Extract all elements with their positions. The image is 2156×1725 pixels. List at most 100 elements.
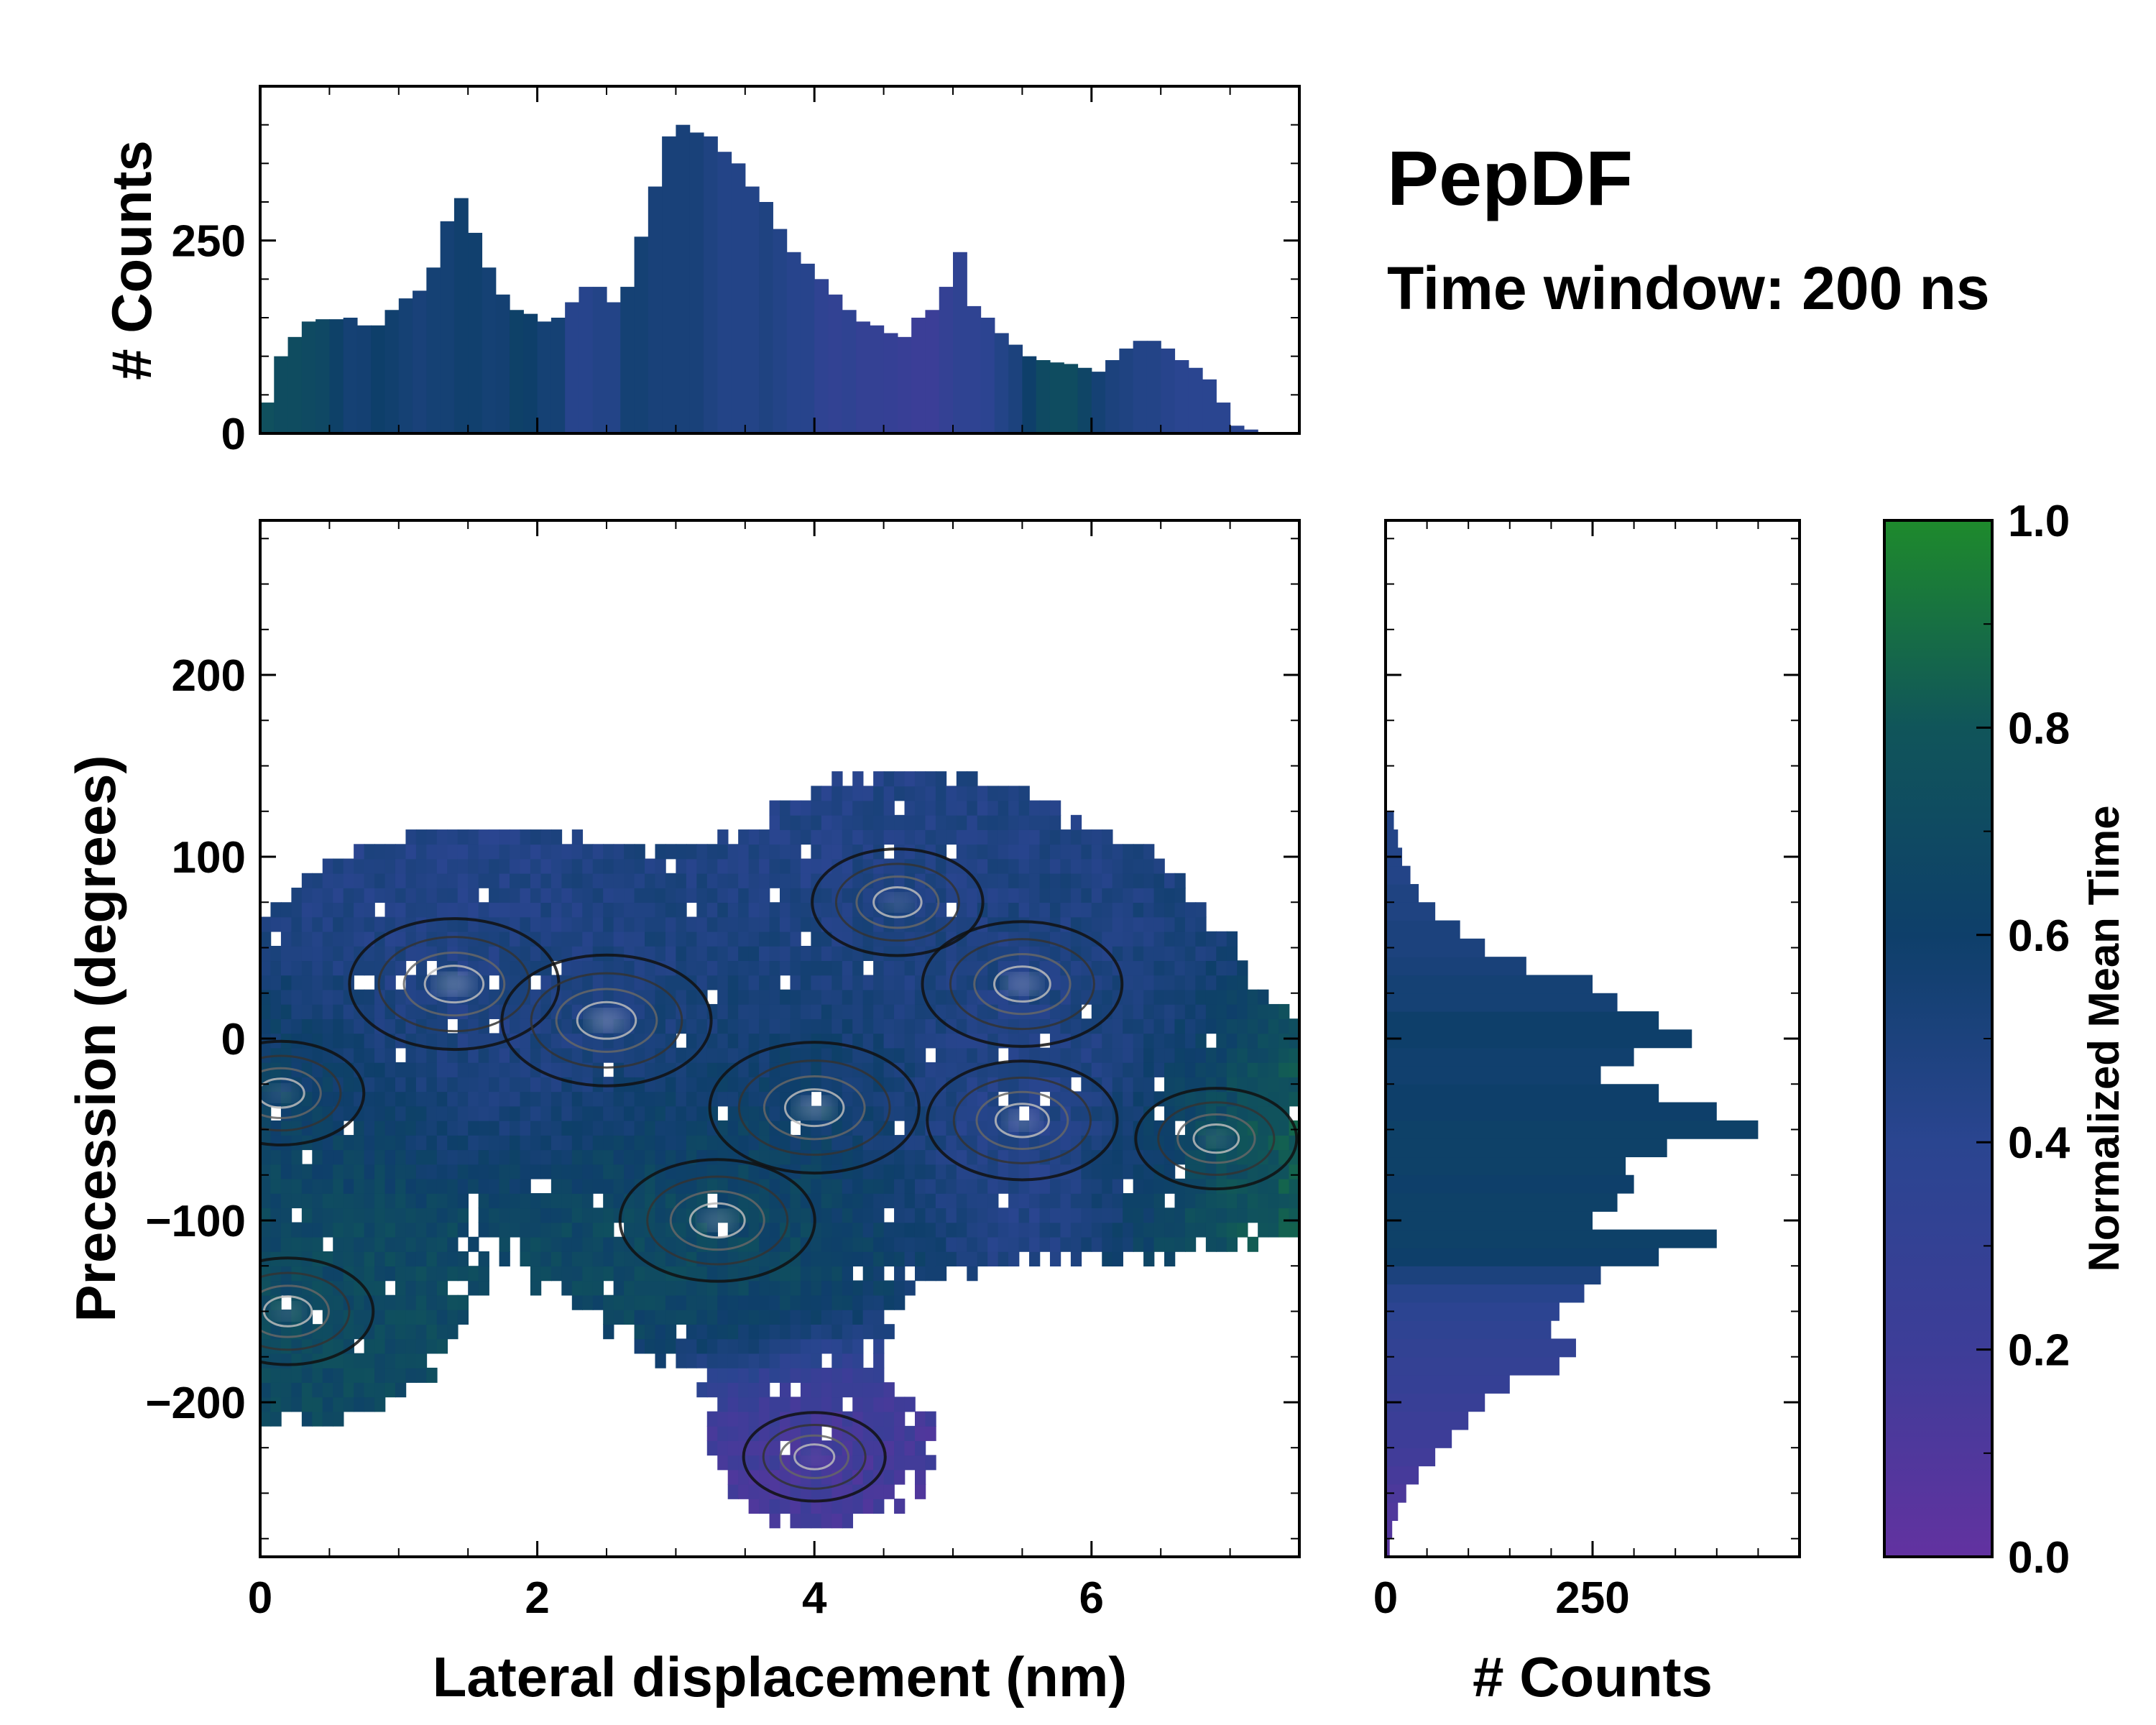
heatmap-cell [831,786,843,801]
heatmap-cell [436,931,448,947]
heatmap-cell [603,1294,614,1310]
heatmap-cell [457,858,469,874]
heatmap-cell [800,814,812,830]
top-histogram-bar [1105,360,1120,433]
heatmap-cell [852,1324,864,1340]
heatmap-cell [395,1120,407,1136]
heatmap-cell [530,1193,542,1209]
heatmap-cell [665,1018,677,1034]
heatmap-cell [478,829,489,845]
heatmap-contour [260,1039,366,1146]
heatmap-cell [883,1120,895,1136]
heatmap-cell [592,931,604,947]
heatmap-cell [510,873,521,888]
heatmap-cell [883,1018,895,1034]
side-histogram-bar [1386,1375,1510,1394]
heatmap-cell [811,975,822,990]
heatmap-cell [374,1338,386,1354]
heatmap-cell [727,1367,739,1383]
heatmap-cell [738,931,750,947]
heatmap-cell [676,1047,687,1063]
heatmap-cell [1289,1149,1299,1165]
heatmap-cell [977,1178,988,1194]
heatmap-cell [1153,1018,1165,1034]
heatmap-contour [1134,1087,1299,1191]
heatmap-cell [395,1294,407,1310]
top-histogram-bar [1049,362,1064,433]
heatmap-cell [333,1367,344,1383]
heatmap-cell [592,975,604,990]
heatmap-cell [550,1251,563,1267]
heatmap-cell [1049,1120,1061,1136]
heatmap-cell [935,1208,947,1223]
heatmap-cell [613,1280,625,1296]
top-histogram-bar [1119,348,1134,433]
heatmap-cell [1226,989,1238,1005]
heatmap-cell [1226,1222,1238,1238]
heatmap-cell [510,1208,521,1223]
heatmap-cell [415,1251,428,1267]
heatmap-cell [852,1455,864,1471]
heatmap-cell [457,1309,469,1325]
heatmap-cell [769,829,780,845]
heatmap-cell [1060,1135,1072,1151]
heatmap-cell [603,844,614,860]
heatmap-cell [883,1077,895,1092]
heatmap-cell [571,844,584,860]
heatmap-cell [405,1149,417,1165]
heatmap-cell [967,1105,978,1121]
heatmap-cell [405,1164,417,1179]
heatmap-cell [998,814,1009,830]
heatmap-cell [405,1338,417,1354]
heatmap-cell [1153,916,1165,932]
heatmap-cell [270,1135,282,1151]
heatmap-cell [1153,1222,1165,1238]
heatmap-cell [956,786,968,801]
heatmap-cell [873,800,885,816]
heatmap-cell [686,1178,698,1194]
heatmap-cell [530,829,542,845]
heatmap-cell [790,931,801,947]
top-histogram-bar [495,294,510,433]
heatmap-cell [561,1208,573,1223]
heatmap-cell [1060,1149,1072,1165]
heatmap-cell [1008,945,1020,962]
heatmap-cell [655,1324,666,1340]
heatmap-cell [301,1222,313,1238]
heatmap-cell [1268,1047,1279,1063]
heatmap-cell [831,771,843,787]
heatmap-cell [655,931,666,947]
figure-subtitle: Time window: 200 ns [1387,254,1990,322]
heatmap-cell [603,945,614,962]
heatmap-cell [967,786,978,801]
heatmap-cell [862,1236,874,1252]
heatmap-cell [624,858,635,874]
heatmap-cell [1102,1091,1113,1107]
heatmap-cell [270,1338,282,1354]
heatmap-cell [634,873,645,888]
heatmap-cell [1205,989,1217,1005]
top-histogram-bar [510,310,524,433]
heatmap-cell [790,1499,801,1514]
heatmap-cell [1195,1003,1207,1019]
heatmap-cell [457,916,469,932]
heatmap-cell [1174,1149,1186,1165]
heatmap-cell [395,1149,407,1165]
heatmap-cell [946,1135,957,1151]
heatmap-cell [977,1135,988,1151]
heatmap-cell [706,873,719,888]
heatmap-cell [343,931,354,947]
heatmap-cell [738,1469,750,1485]
heatmap-cell [384,1353,396,1368]
heatmap-cell [312,1251,323,1267]
heatmap-cell [364,1091,375,1107]
heatmap-cell [592,1033,604,1049]
side-histogram-bar [1386,865,1411,885]
heatmap-cell [436,1236,448,1252]
heatmap-cell [759,1309,770,1325]
heatmap-cell [489,844,500,860]
heatmap-cell [1258,1120,1269,1136]
heatmap-cell [270,1353,282,1368]
top-histogram-bar [537,321,552,433]
